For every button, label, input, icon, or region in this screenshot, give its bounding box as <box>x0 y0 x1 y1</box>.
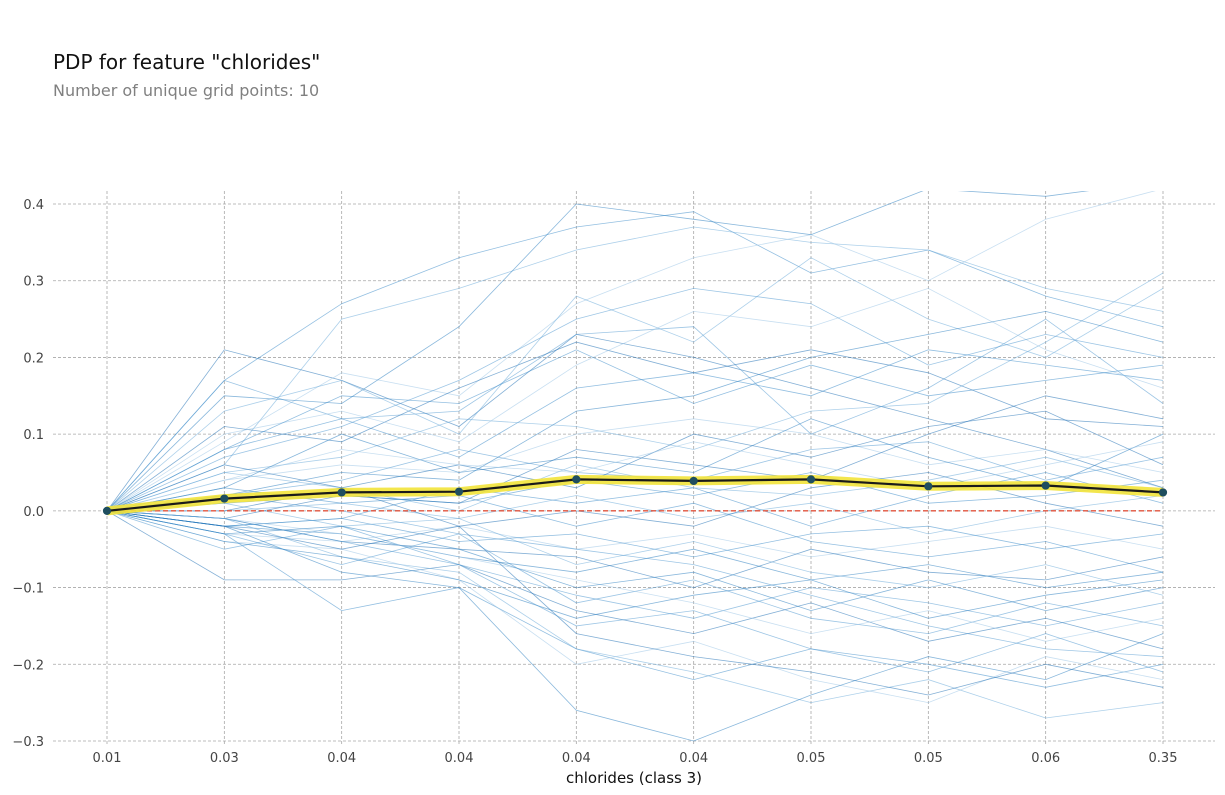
x-tick-label: 0.04 <box>327 751 356 766</box>
ice-line <box>106 418 1164 512</box>
ice-line <box>106 191 1156 512</box>
average-point <box>1041 481 1050 490</box>
x-tick-label: 0.06 <box>1031 751 1060 766</box>
ice-lines-layer <box>106 191 1164 742</box>
y-tick-label: −0.3 <box>12 735 44 750</box>
x-tick-label: 0.04 <box>679 751 708 766</box>
x-tick-label: 0.03 <box>210 751 239 766</box>
y-tick-label: 0.3 <box>23 275 44 290</box>
average-point <box>806 475 816 484</box>
x-tick-label: 0.05 <box>914 751 943 766</box>
ice-line <box>106 510 1164 696</box>
y-tick-label: 0.2 <box>23 351 44 366</box>
average-point <box>1158 488 1168 497</box>
ice-line <box>106 510 1164 642</box>
ice-line <box>106 272 1164 512</box>
ice-line <box>106 510 1164 589</box>
ice-line <box>106 510 1164 688</box>
ice-line <box>106 257 1164 512</box>
x-axis-label: chlorides (class 3) <box>566 769 702 787</box>
ice-line <box>106 211 1164 512</box>
average-line-layer <box>102 474 1168 516</box>
ice-line <box>106 510 1164 650</box>
chart-subtitle: Number of unique grid points: 10 <box>53 81 320 100</box>
average-point <box>924 482 933 491</box>
x-tick-labels: 0.01 0.03 0.04 0.04 0.04 0.04 0.05 0.05 0.06 0.35 <box>93 751 1178 766</box>
average-point <box>572 475 581 484</box>
x-tick-label: 0.35 <box>1149 751 1178 766</box>
ice-line <box>106 333 1164 512</box>
average-point <box>337 488 346 497</box>
ice-line <box>106 510 1164 619</box>
y-tick-labels: 0.4 0.3 0.2 0.1 0.0 −0.1 −0.2 −0.3 <box>12 198 44 750</box>
ice-line <box>106 349 1164 512</box>
ice-line <box>106 510 1164 627</box>
average-point <box>454 487 464 496</box>
ice-line <box>106 510 1164 673</box>
y-tick-label: −0.2 <box>12 658 44 673</box>
ice-line <box>106 510 1164 589</box>
average-point <box>220 494 229 503</box>
average-point <box>689 476 698 486</box>
x-tick-label: 0.01 <box>93 751 122 766</box>
y-tick-label: 0.0 <box>23 505 44 520</box>
chart-title: PDP for feature "chlorides" <box>53 50 321 74</box>
ice-line <box>106 502 1164 596</box>
ice-line <box>106 349 1164 512</box>
ice-line <box>106 510 1164 558</box>
average-line <box>106 478 1164 512</box>
ice-line <box>106 318 1164 512</box>
average-point <box>102 506 112 515</box>
ice-line <box>106 226 1164 512</box>
ice-line <box>106 418 1164 512</box>
ice-line <box>106 310 1164 512</box>
grid-layer <box>53 191 1215 745</box>
x-tick-label: 0.05 <box>797 751 826 766</box>
ice-line <box>106 410 1164 512</box>
y-tick-label: 0.1 <box>23 428 44 443</box>
y-tick-label: 0.4 <box>23 198 44 213</box>
x-tick-label: 0.04 <box>445 751 474 766</box>
x-tick-label: 0.04 <box>562 751 591 766</box>
ice-line <box>107 495 1164 535</box>
ice-line <box>106 441 1164 512</box>
ice-line <box>106 287 1164 512</box>
y-tick-label: −0.1 <box>12 582 44 597</box>
ice-line <box>106 495 1164 657</box>
